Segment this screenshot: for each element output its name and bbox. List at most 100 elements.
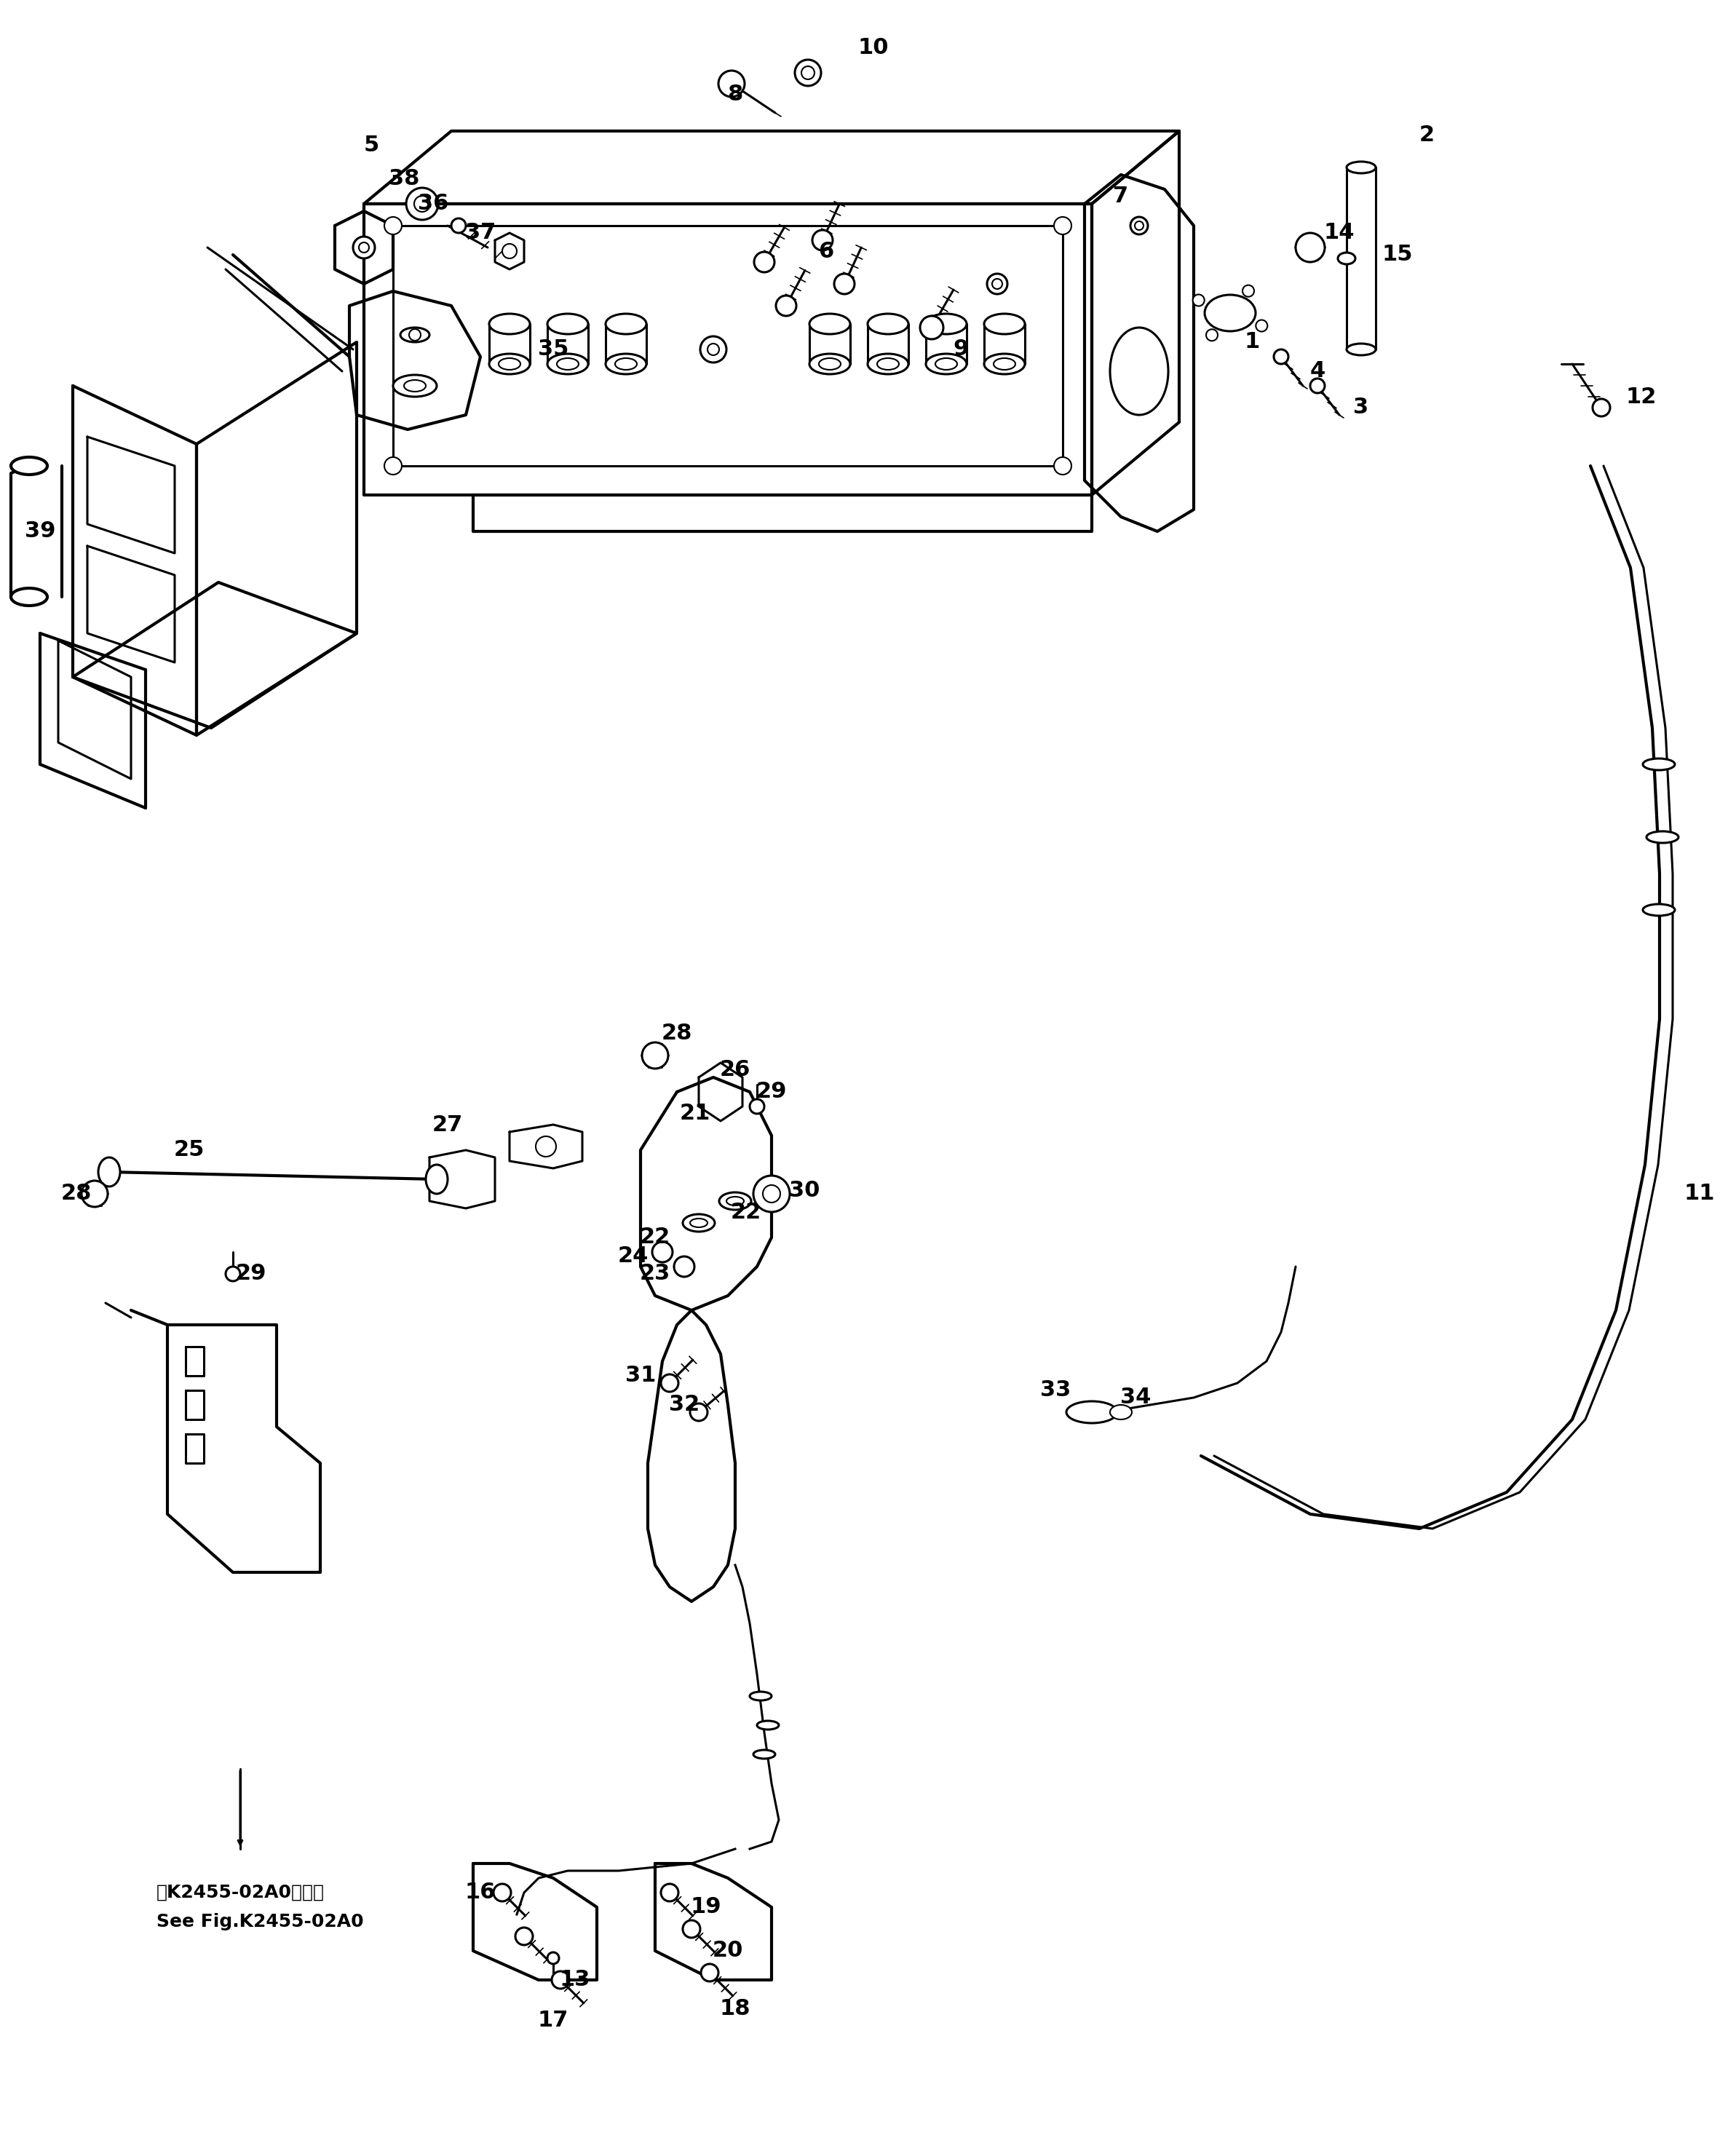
Ellipse shape <box>753 1751 776 1759</box>
Circle shape <box>835 273 854 295</box>
Text: See Fig.K2455-02A0: See Fig.K2455-02A0 <box>156 1913 363 1930</box>
Ellipse shape <box>809 314 851 333</box>
Text: 23: 23 <box>641 1264 670 1285</box>
Ellipse shape <box>401 327 429 342</box>
Circle shape <box>661 1375 679 1392</box>
Text: 6: 6 <box>818 241 833 263</box>
Text: 14: 14 <box>1325 222 1354 243</box>
Circle shape <box>384 457 401 474</box>
Circle shape <box>1295 233 1325 263</box>
Ellipse shape <box>10 457 47 474</box>
Circle shape <box>1592 399 1609 416</box>
Ellipse shape <box>925 314 967 333</box>
Circle shape <box>384 218 401 235</box>
Ellipse shape <box>719 1191 752 1211</box>
Circle shape <box>1054 457 1071 474</box>
Ellipse shape <box>984 314 1024 333</box>
Circle shape <box>708 344 719 354</box>
Circle shape <box>1243 286 1253 297</box>
Circle shape <box>795 60 821 85</box>
Circle shape <box>1135 222 1144 231</box>
Text: 第K2455-02A0図参照: 第K2455-02A0図参照 <box>156 1883 325 1902</box>
Text: 16: 16 <box>465 1883 496 1902</box>
Text: 4: 4 <box>1309 361 1325 382</box>
Circle shape <box>701 1964 719 1981</box>
Text: 17: 17 <box>538 2009 569 2030</box>
Circle shape <box>1130 218 1147 235</box>
Ellipse shape <box>1338 252 1356 265</box>
Circle shape <box>451 218 465 233</box>
Circle shape <box>493 1883 510 1902</box>
Text: 19: 19 <box>691 1896 722 1917</box>
Ellipse shape <box>1646 831 1679 843</box>
Circle shape <box>1193 295 1205 305</box>
Circle shape <box>415 196 431 211</box>
Text: 28: 28 <box>61 1183 92 1204</box>
Text: 32: 32 <box>668 1394 700 1416</box>
Text: 31: 31 <box>625 1364 656 1386</box>
Ellipse shape <box>809 354 851 374</box>
Circle shape <box>991 280 1002 288</box>
Ellipse shape <box>1109 1405 1132 1420</box>
Circle shape <box>753 1176 790 1213</box>
Ellipse shape <box>1205 295 1255 331</box>
Ellipse shape <box>615 359 637 369</box>
Circle shape <box>502 243 517 258</box>
Ellipse shape <box>606 314 646 333</box>
Circle shape <box>653 1243 672 1262</box>
Circle shape <box>1207 329 1217 342</box>
Circle shape <box>536 1136 556 1157</box>
Text: 25: 25 <box>174 1140 205 1161</box>
Ellipse shape <box>757 1721 779 1729</box>
Ellipse shape <box>689 1219 708 1228</box>
Circle shape <box>988 273 1007 295</box>
Text: 20: 20 <box>712 1941 743 1962</box>
Text: 21: 21 <box>681 1104 710 1125</box>
Circle shape <box>682 1919 700 1939</box>
Text: 11: 11 <box>1684 1183 1715 1204</box>
Circle shape <box>753 252 774 273</box>
Ellipse shape <box>877 359 899 369</box>
Ellipse shape <box>925 354 967 374</box>
Ellipse shape <box>750 1691 771 1699</box>
Circle shape <box>689 1403 708 1422</box>
Circle shape <box>1274 350 1288 363</box>
Circle shape <box>406 188 437 220</box>
Text: 7: 7 <box>1113 186 1128 207</box>
Ellipse shape <box>425 1166 448 1193</box>
Ellipse shape <box>993 359 1016 369</box>
Circle shape <box>776 295 797 316</box>
Ellipse shape <box>868 314 908 333</box>
Circle shape <box>674 1255 694 1277</box>
Ellipse shape <box>547 354 589 374</box>
Ellipse shape <box>682 1215 715 1232</box>
Ellipse shape <box>868 354 908 374</box>
Circle shape <box>352 237 375 258</box>
Text: 37: 37 <box>465 222 496 243</box>
Text: 15: 15 <box>1382 243 1413 265</box>
Circle shape <box>802 66 814 79</box>
Ellipse shape <box>1642 903 1675 916</box>
Circle shape <box>1255 320 1267 331</box>
Text: 33: 33 <box>1040 1379 1071 1401</box>
Text: 34: 34 <box>1120 1388 1151 1409</box>
Circle shape <box>762 1185 779 1202</box>
Ellipse shape <box>557 359 578 369</box>
Ellipse shape <box>1066 1401 1118 1424</box>
Ellipse shape <box>726 1198 745 1206</box>
Ellipse shape <box>1347 162 1375 173</box>
Circle shape <box>920 316 943 339</box>
Text: 1: 1 <box>1245 331 1260 352</box>
Text: 26: 26 <box>720 1059 750 1080</box>
Circle shape <box>642 1042 668 1070</box>
Circle shape <box>719 70 745 96</box>
Circle shape <box>700 337 726 363</box>
Text: 22: 22 <box>731 1202 762 1223</box>
Text: 35: 35 <box>538 339 569 361</box>
Ellipse shape <box>1642 758 1675 771</box>
Text: 3: 3 <box>1354 397 1368 418</box>
Ellipse shape <box>99 1157 120 1187</box>
Circle shape <box>410 329 420 342</box>
Text: 39: 39 <box>24 521 56 542</box>
Text: 24: 24 <box>618 1245 649 1266</box>
